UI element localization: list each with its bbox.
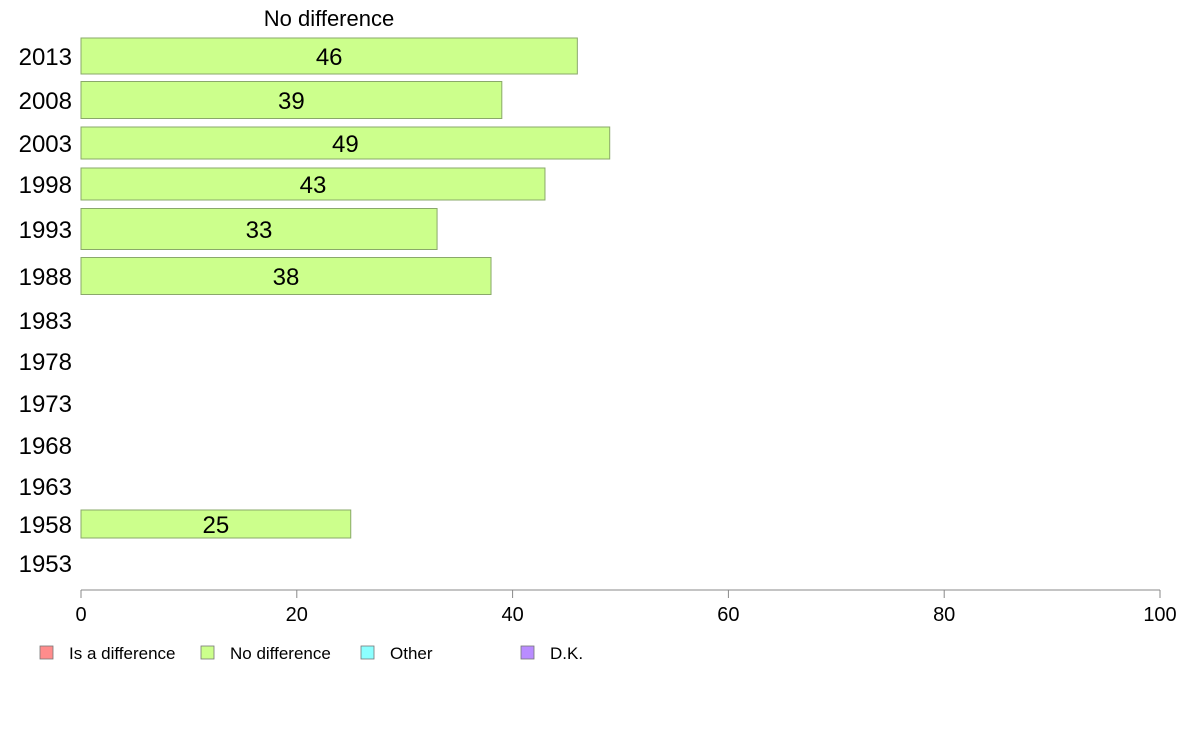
- bar-value-label: 49: [332, 131, 359, 158]
- legend-swatch: [39, 645, 54, 660]
- legend-label: Other: [390, 644, 433, 663]
- legend: Is a difference No difference Other D.K.: [39, 644, 583, 663]
- legend-swatch: [360, 645, 375, 660]
- bar: [80, 509, 352, 539]
- bar: [80, 81, 503, 119]
- y-tick-label: 1998: [19, 172, 72, 199]
- bar: [80, 126, 611, 160]
- x-tick-label: 40: [501, 604, 523, 626]
- legend-label: Is a difference: [69, 644, 175, 663]
- y-tick-label: 1968: [19, 433, 72, 460]
- legend-swatch: [520, 645, 535, 660]
- y-tick-label: 1993: [19, 217, 72, 244]
- bar: [80, 208, 438, 250]
- y-tick-label: 2008: [19, 88, 72, 115]
- x-tick-label: 80: [933, 604, 955, 626]
- y-axis-labels: 2013 2008 2003 1998 1993 1988 1983 1978 1973 1968…: [19, 44, 72, 578]
- y-tick-label: 1963: [19, 474, 72, 501]
- bar: [80, 167, 546, 201]
- y-tick-label: 1988: [19, 264, 72, 291]
- legend-swatch: [200, 645, 215, 660]
- bar-value-label: 33: [246, 217, 273, 244]
- legend-label: No difference: [230, 644, 331, 663]
- x-tick-label: 60: [717, 604, 739, 626]
- bar-value-label: 38: [273, 264, 300, 291]
- bar: [80, 257, 492, 295]
- y-tick-label: 1958: [19, 512, 72, 539]
- x-tick-label: 20: [286, 604, 308, 626]
- y-tick-label: 1953: [19, 551, 72, 578]
- legend-label: D.K.: [550, 644, 583, 663]
- x-tick-label: 100: [1143, 604, 1176, 626]
- y-tick-label: 2003: [19, 131, 72, 158]
- y-tick-label: 1978: [19, 349, 72, 376]
- chart-title: No difference: [264, 6, 394, 31]
- bar-value-label: 39: [278, 88, 305, 115]
- y-tick-label: 1973: [19, 391, 72, 418]
- bar-value-label: 43: [300, 172, 327, 199]
- y-tick-label: 1983: [19, 308, 72, 335]
- y-tick-label: 2013: [19, 44, 72, 71]
- bar: [80, 37, 578, 75]
- x-tick-label: 0: [75, 604, 86, 626]
- bar-value-label: 46: [316, 44, 343, 71]
- x-axis: 0 20 40 60 80 100: [75, 589, 1177, 626]
- bar-value-label: 25: [203, 512, 230, 539]
